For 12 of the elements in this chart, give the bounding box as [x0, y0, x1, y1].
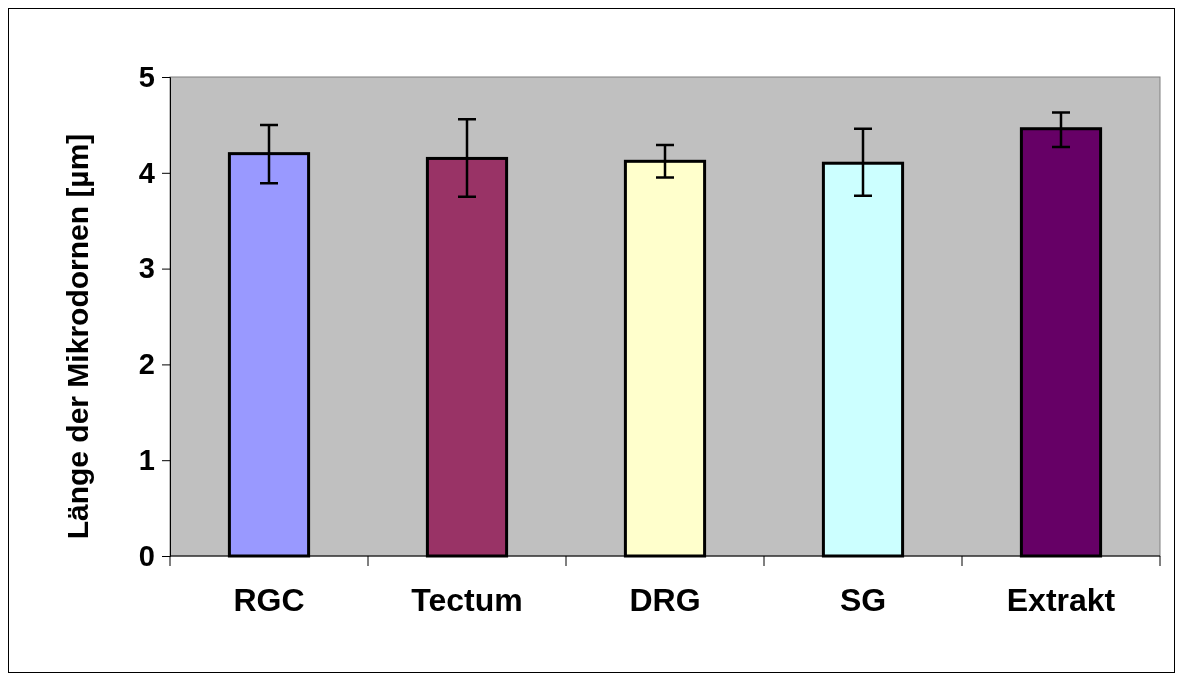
- x-tick-label: DRG: [629, 582, 701, 618]
- x-tick-label: SG: [839, 582, 887, 618]
- y-tick-label: 4: [138, 156, 155, 189]
- y-tick-label: 1: [138, 443, 155, 476]
- x-tick-label: Tectum: [411, 582, 523, 618]
- x-tick-label: RGC: [233, 582, 305, 618]
- y-tick-label: 5: [138, 60, 155, 93]
- y-tick-label: 2: [138, 348, 155, 381]
- x-tick-label: Extrakt: [1006, 582, 1116, 618]
- y-tick-label: 0: [138, 539, 155, 572]
- y-axis-title: Länge der Mikrodornen [µm]: [61, 133, 94, 540]
- y-tick-label: 3: [138, 252, 155, 285]
